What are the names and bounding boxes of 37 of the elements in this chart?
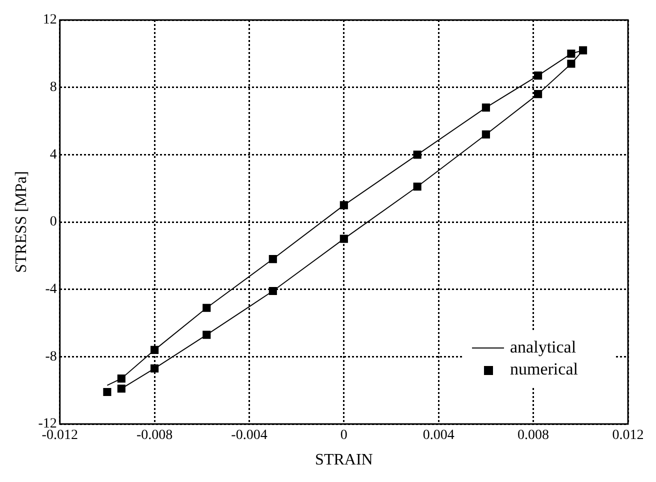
point <box>150 346 159 354</box>
x-tick-label: -0.008 <box>136 428 173 444</box>
point <box>202 304 211 312</box>
point <box>340 234 348 243</box>
legend-label: numerical <box>510 359 578 378</box>
point <box>482 104 490 112</box>
point <box>117 384 126 393</box>
x-tick-label: -0.012 <box>42 428 78 444</box>
point <box>413 150 422 159</box>
point <box>482 130 490 138</box>
y-tick-label: -8 <box>45 349 57 364</box>
point <box>534 90 542 98</box>
y-tick-label: 0 <box>50 214 57 230</box>
x-tick-label: 0.008 <box>518 428 550 444</box>
x-axis-title: STRAIN <box>315 452 374 469</box>
point <box>534 72 542 80</box>
point <box>567 60 576 68</box>
y-tick-label: -4 <box>45 282 57 298</box>
y-tick-label: 12 <box>42 12 57 28</box>
point <box>567 50 576 58</box>
point <box>268 255 277 264</box>
point <box>117 374 126 383</box>
x-tick-label: -0.004 <box>231 428 268 444</box>
x-tick-label: 0 <box>340 428 348 444</box>
x-tick-label: 0.012 <box>612 428 644 444</box>
x-tick-label: 0.004 <box>422 428 454 444</box>
y-axis-title: STRESS [MPa] <box>12 171 30 273</box>
point <box>202 330 211 339</box>
point <box>340 201 348 210</box>
y-tick-label: 8 <box>50 80 57 96</box>
y-tick-label: 4 <box>50 147 57 162</box>
point <box>413 182 422 191</box>
point <box>103 388 112 396</box>
point <box>578 46 588 54</box>
point <box>150 364 159 372</box>
point <box>268 286 277 296</box>
legend-label: analytical <box>510 337 576 356</box>
